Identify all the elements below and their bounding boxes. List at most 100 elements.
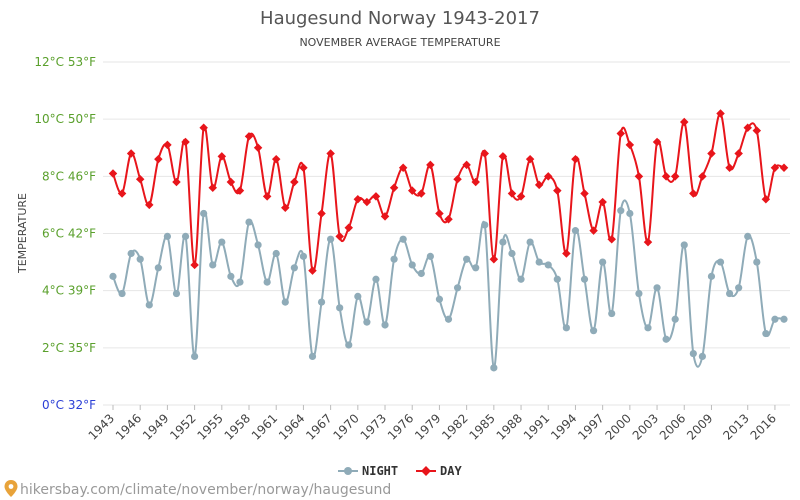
point-night-1974 bbox=[390, 255, 398, 263]
point-night-2005 bbox=[671, 315, 679, 323]
point-night-2016 bbox=[771, 315, 779, 323]
point-day-1946 bbox=[135, 174, 145, 184]
point-night-1947 bbox=[145, 301, 153, 309]
point-night-1948 bbox=[154, 264, 162, 272]
point-day-2000 bbox=[625, 140, 635, 150]
point-day-1956 bbox=[226, 177, 236, 187]
point-day-1954 bbox=[208, 183, 217, 193]
point-day-1964 bbox=[299, 163, 308, 173]
y-tick-label-2: 4°C 39°F bbox=[42, 284, 96, 298]
point-night-1945 bbox=[127, 249, 135, 258]
chart-title: Haugesund Norway 1943-2017 bbox=[260, 8, 540, 29]
x-tick-label-14: 1985 bbox=[466, 411, 497, 442]
point-day-1978 bbox=[426, 160, 435, 170]
point-night-2009 bbox=[707, 272, 716, 280]
point-day-2009 bbox=[707, 149, 716, 158]
chart-subtitle: NOVEMBER AVERAGE TEMPERATURE bbox=[299, 36, 500, 49]
point-night-1985 bbox=[490, 364, 498, 372]
point-day-1993 bbox=[562, 249, 571, 258]
point-night-1949 bbox=[163, 232, 172, 240]
point-day-1995 bbox=[580, 189, 589, 198]
point-day-1969 bbox=[344, 223, 353, 233]
point-night-1973 bbox=[381, 321, 389, 329]
legend-item-night[interactable]: NIGHT bbox=[338, 464, 398, 478]
point-night-1984 bbox=[481, 221, 489, 229]
x-tick-label-5: 1958 bbox=[222, 411, 253, 442]
point-day-2012 bbox=[734, 149, 743, 158]
y-tick-label-3: 6°C 42°F bbox=[42, 227, 96, 241]
point-night-1960 bbox=[263, 278, 271, 286]
point-night-1978 bbox=[426, 252, 434, 260]
point-night-1946 bbox=[136, 255, 144, 263]
point-night-2007 bbox=[689, 349, 697, 358]
point-night-1972 bbox=[372, 275, 380, 283]
x-tick-label-16: 1991 bbox=[521, 411, 552, 442]
x-tick-label-1: 1946 bbox=[113, 411, 144, 442]
series-night bbox=[109, 199, 788, 372]
x-tick-label-11: 1976 bbox=[385, 411, 416, 442]
point-day-2011 bbox=[725, 163, 734, 173]
point-night-1981 bbox=[453, 284, 462, 292]
y-tick-label-5: 10°C 50°F bbox=[34, 112, 96, 126]
point-night-1959 bbox=[254, 241, 262, 249]
point-night-1952 bbox=[191, 352, 199, 361]
point-night-2015 bbox=[762, 329, 770, 338]
point-night-2017 bbox=[780, 315, 788, 323]
point-night-1993 bbox=[562, 324, 570, 332]
x-axis: 1943194619491952195519581961196419671970… bbox=[86, 405, 779, 443]
point-day-1985 bbox=[489, 254, 499, 264]
x-tick-label-13: 1982 bbox=[439, 411, 470, 442]
point-day-2017 bbox=[779, 163, 789, 173]
point-night-1944 bbox=[118, 289, 126, 298]
y-axis-label: TEMPERATURE bbox=[16, 193, 29, 274]
point-night-2011 bbox=[725, 289, 734, 298]
point-day-1952 bbox=[190, 260, 199, 270]
point-night-1968 bbox=[336, 304, 344, 312]
point-night-1988 bbox=[517, 275, 525, 283]
watermark[interactable]: hikersbay.com/climate/november/norway/ha… bbox=[4, 480, 392, 498]
point-night-1991 bbox=[544, 261, 552, 269]
legend: NIGHT DAY bbox=[338, 464, 462, 478]
point-night-1975 bbox=[399, 235, 407, 243]
point-night-2014 bbox=[753, 258, 761, 266]
x-tick-label-0: 1943 bbox=[86, 411, 117, 442]
point-day-1950 bbox=[172, 177, 181, 187]
legend-item-day[interactable]: DAY bbox=[416, 464, 462, 478]
point-night-1990 bbox=[535, 258, 543, 266]
x-tick-label-20: 2003 bbox=[630, 411, 661, 442]
point-night-1977 bbox=[417, 269, 425, 278]
point-night-1983 bbox=[472, 264, 480, 272]
point-day-1968 bbox=[335, 232, 344, 241]
point-night-1953 bbox=[200, 209, 208, 218]
y-tick-label-0: 0°C 32°F bbox=[42, 398, 96, 412]
point-day-1965 bbox=[308, 266, 317, 275]
point-day-1983 bbox=[471, 177, 480, 187]
point-day-1966 bbox=[317, 209, 326, 218]
point-night-1956 bbox=[227, 272, 235, 280]
point-night-1995 bbox=[580, 275, 589, 283]
point-day-1951 bbox=[181, 137, 190, 147]
point-night-1971 bbox=[363, 318, 371, 326]
x-tick-label-19: 2000 bbox=[602, 411, 633, 442]
point-day-2005 bbox=[670, 172, 680, 181]
point-night-2006 bbox=[680, 241, 688, 249]
x-tick-label-23: 2013 bbox=[720, 411, 751, 442]
point-night-2013 bbox=[744, 232, 752, 240]
point-night-2004 bbox=[662, 335, 670, 343]
point-day-1990 bbox=[534, 180, 544, 190]
point-night-1992 bbox=[553, 275, 561, 283]
point-day-1981 bbox=[453, 174, 462, 184]
series-layer bbox=[108, 109, 789, 372]
point-day-1982 bbox=[462, 160, 471, 170]
point-night-1994 bbox=[571, 227, 580, 235]
point-night-2010 bbox=[716, 258, 725, 266]
point-night-1951 bbox=[181, 232, 190, 240]
point-night-1962 bbox=[281, 298, 289, 306]
point-day-1970 bbox=[353, 194, 363, 204]
y-axis: 0°C 32°F 2°C 35°F 4°C 39°F 6°C 42°F 8°C 46°F… bbox=[34, 55, 96, 412]
point-day-1957 bbox=[235, 186, 245, 195]
point-night-1998 bbox=[608, 309, 616, 318]
legend-label-day: DAY bbox=[440, 464, 462, 478]
point-day-1943 bbox=[108, 169, 118, 178]
watermark-url[interactable]: hikersbay.com/climate/november/norway/ha… bbox=[20, 482, 391, 498]
